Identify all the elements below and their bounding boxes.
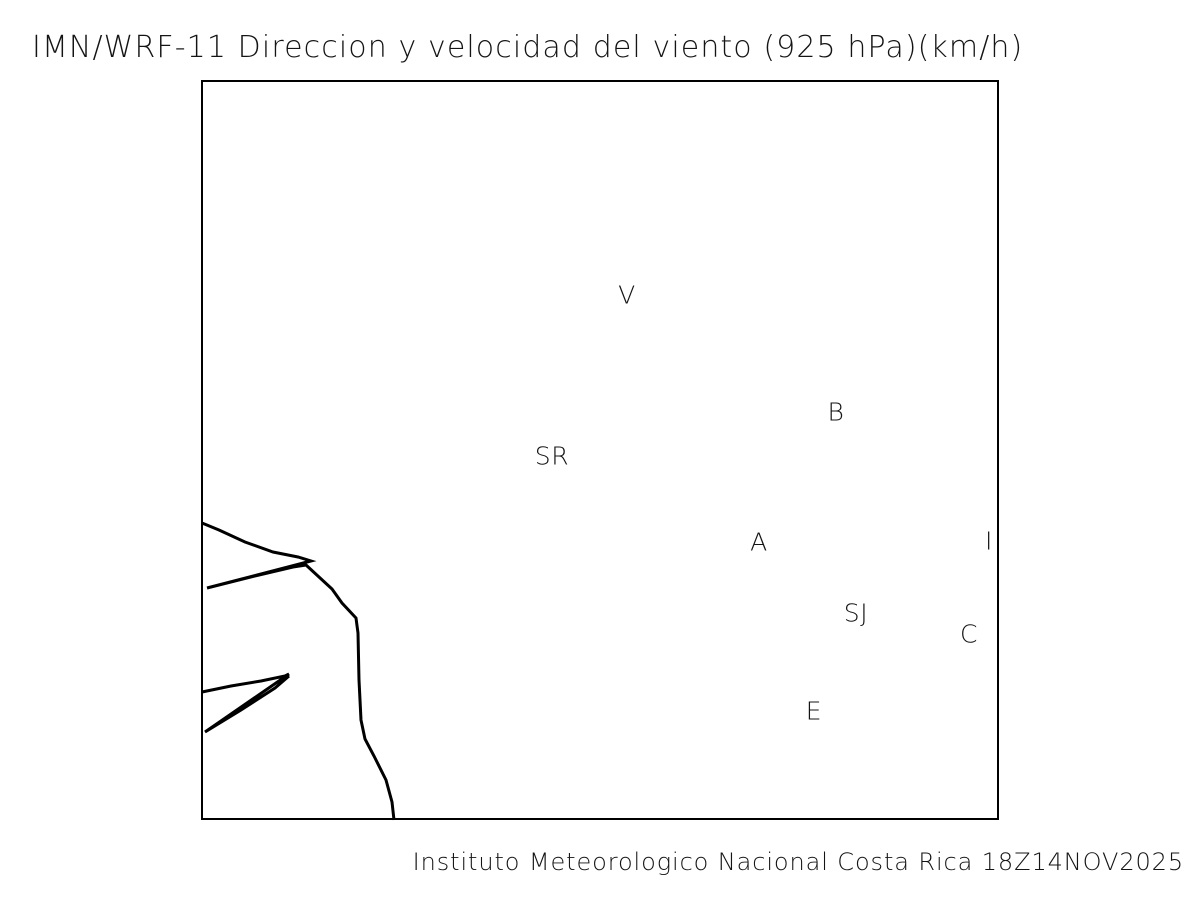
- coastline-layer: [201, 521, 396, 821]
- station-label-b: B: [827, 397, 845, 427]
- coastline-peninsula-path: [201, 672, 290, 734]
- station-label-i: I: [985, 526, 993, 556]
- map-panel: V B SR A I SJ C E: [201, 80, 999, 821]
- station-label-v: V: [618, 280, 636, 310]
- station-label-sj: SJ: [843, 598, 869, 628]
- station-label-sr: SR: [534, 441, 570, 471]
- figure-caption: Instituto Meteorologico Nacional Costa R…: [412, 848, 1184, 876]
- station-label-a: A: [750, 527, 768, 557]
- station-label-c: C: [959, 619, 979, 649]
- page-title: IMN/WRF-11 Direccion y velocidad del vie…: [32, 30, 1024, 65]
- station-label-e: E: [805, 696, 823, 726]
- map-frame-border: [201, 80, 999, 820]
- coastline-main-path: [201, 521, 396, 821]
